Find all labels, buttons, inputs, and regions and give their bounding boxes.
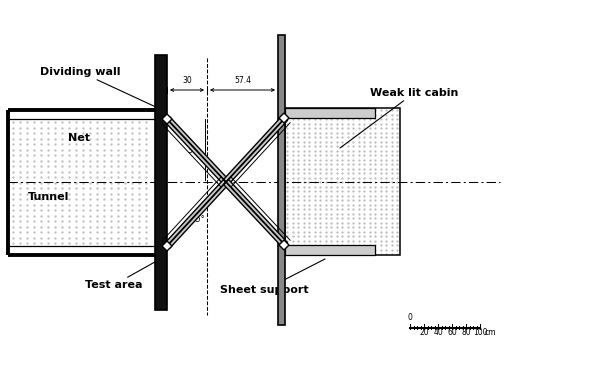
- Bar: [285, 108, 400, 255]
- Text: 100: 100: [473, 328, 487, 337]
- Text: 80: 80: [461, 328, 471, 337]
- Text: 30: 30: [187, 146, 197, 155]
- Text: 57.4: 57.4: [234, 76, 251, 85]
- Bar: [285, 245, 375, 255]
- Polygon shape: [223, 180, 287, 247]
- Text: Net: Net: [68, 133, 90, 143]
- Text: Weak lit cabin: Weak lit cabin: [340, 88, 458, 148]
- Text: 0: 0: [407, 313, 412, 322]
- Text: Dividing wall: Dividing wall: [40, 67, 158, 108]
- Bar: [285, 108, 375, 118]
- Text: 20: 20: [419, 328, 429, 337]
- Polygon shape: [164, 180, 229, 248]
- Text: Test area: Test area: [85, 258, 162, 290]
- Text: 60: 60: [447, 328, 457, 337]
- Text: 40: 40: [433, 328, 443, 337]
- Text: 30: 30: [182, 76, 192, 85]
- Text: Tunnel: Tunnel: [28, 192, 70, 202]
- Bar: [278, 35, 285, 325]
- Polygon shape: [162, 241, 172, 251]
- Text: Sheet support: Sheet support: [220, 259, 325, 295]
- Polygon shape: [164, 116, 229, 184]
- Polygon shape: [279, 113, 289, 123]
- Polygon shape: [162, 114, 172, 124]
- Polygon shape: [279, 240, 289, 250]
- Text: 45°: 45°: [192, 215, 206, 224]
- Polygon shape: [223, 116, 287, 184]
- Bar: [155, 55, 167, 310]
- Text: cm: cm: [485, 328, 497, 337]
